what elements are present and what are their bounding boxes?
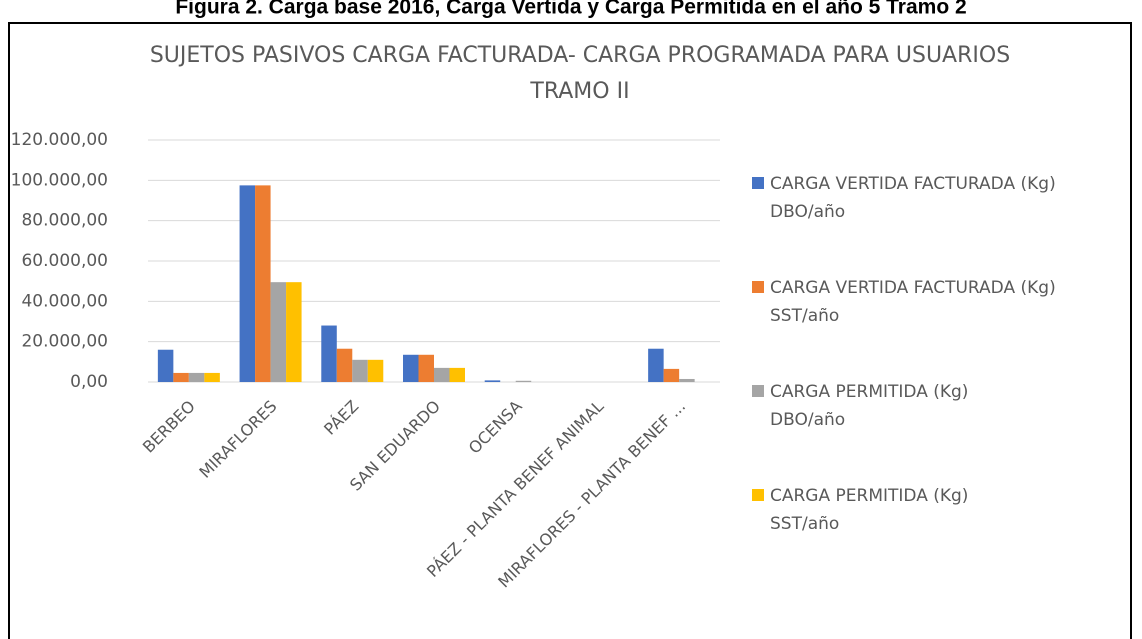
y-tick-label: 0,00 — [70, 372, 108, 392]
y-tick-label: 60.000,00 — [21, 251, 108, 271]
y-tick-label: 20.000,00 — [21, 332, 108, 352]
bar — [515, 380, 532, 382]
bar — [286, 282, 302, 382]
bar — [403, 354, 419, 382]
caption: Figura 2. Carga base 2016, Carga Vertida… — [175, 0, 966, 19]
y-tick-label: 100.000,00 — [11, 170, 108, 190]
y-tick-label: 120.000,00 — [11, 130, 108, 150]
legend-swatch — [752, 489, 764, 501]
bar — [188, 372, 205, 382]
y-tick-label: 80.000,00 — [21, 211, 108, 231]
bar — [336, 348, 353, 382]
legend-label: CARGA VERTIDA FACTURADA (Kg) SST/año — [770, 278, 1056, 326]
bar — [679, 378, 695, 382]
bar — [449, 367, 465, 382]
bar — [367, 359, 384, 382]
legend-label: CARGA PERMITIDA (Kg) SST/año — [770, 486, 969, 534]
bar — [204, 372, 220, 382]
bar — [321, 325, 337, 382]
bar — [239, 185, 256, 382]
chart-title: SUJETOS PASIVOS CARGA FACTURADA- CARGA P… — [149, 43, 1011, 104]
bar — [255, 185, 271, 382]
bar — [157, 349, 174, 382]
legend-swatch — [752, 385, 764, 397]
legend-swatch — [752, 177, 764, 189]
bar — [434, 367, 450, 382]
bar — [484, 380, 501, 382]
legend-label: CARGA VERTIDA FACTURADA (Kg) DBO/año — [770, 174, 1056, 222]
bar — [648, 348, 664, 382]
bar — [270, 282, 287, 382]
bar — [418, 354, 434, 382]
bar — [663, 368, 680, 382]
legend-swatch — [752, 281, 764, 293]
bar — [352, 359, 368, 382]
legend-label: CARGA PERMITIDA (Kg) DBO/año — [770, 382, 969, 430]
bar — [173, 372, 189, 382]
chart-frame — [8, 22, 1132, 639]
y-tick-label: 40.000,00 — [21, 291, 108, 311]
